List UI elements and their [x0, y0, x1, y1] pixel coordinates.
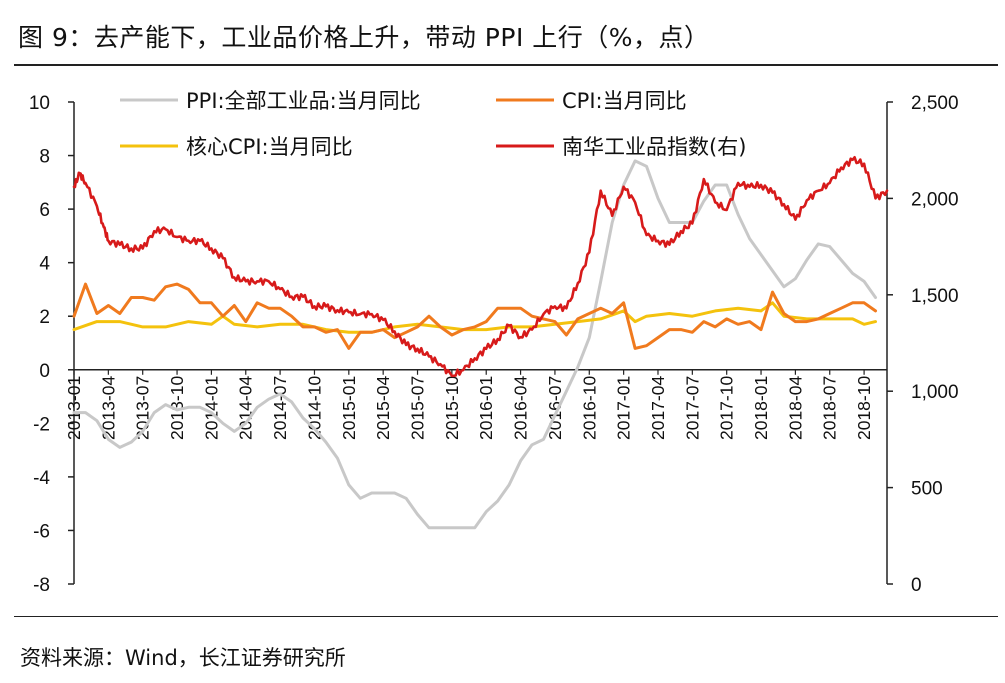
x-tick-label: 2013-04 [98, 376, 118, 440]
y-right-tick-label: 2,000 [911, 189, 959, 210]
legend-label-nanhua: 南华工业品指数(右) [562, 135, 746, 159]
x-tick-label: 2016-01 [476, 376, 496, 440]
series-layer [72, 156, 889, 530]
legend-label-cpi: CPI:当月同比 [562, 89, 687, 113]
x-tick-label: 2017-04 [648, 376, 668, 440]
y-left-tick-label: -6 [33, 521, 50, 542]
x-tick-label: 2015-01 [339, 376, 359, 440]
y-left-tick-label: -8 [33, 575, 50, 596]
x-tick-label: 2015-10 [442, 376, 462, 440]
series-cpi-line [72, 282, 877, 350]
y-right-tick-label: 1,500 [911, 286, 959, 307]
y-axis-right-labels: 2,500 2,000 1,500 1,000 500 0 [911, 93, 959, 596]
x-tick-label: 2014-01 [201, 376, 221, 440]
y-axis-left-labels: 10 8 6 4 2 0 -2 -4 -6 -8 [29, 93, 51, 596]
legend-label-ppi: PPI:全部工业品:当月同比 [186, 89, 421, 113]
legend-label-core-cpi: 核心CPI:当月同比 [186, 135, 353, 159]
x-tick-label: 2014-07 [270, 376, 290, 440]
axes [68, 101, 893, 585]
legend: PPI:全部工业品:当月同比 CPI:当月同比 核心CPI:当月同比 南华工业品… [120, 89, 746, 159]
series-ppi-line [72, 159, 877, 530]
x-tick-label: 2018-04 [785, 376, 805, 440]
x-tick-label: 2018-07 [820, 376, 840, 440]
x-tick-label: 2017-01 [614, 376, 634, 440]
bottom-rule [14, 616, 998, 617]
x-tick-label: 2017-07 [682, 376, 702, 440]
x-tick-label: 2015-07 [408, 376, 428, 440]
y-left-tick-label: 2 [39, 307, 50, 328]
x-tick-label: 2013-10 [167, 376, 187, 440]
x-tick-label: 2016-10 [579, 376, 599, 440]
y-left-tick-label: 4 [39, 254, 50, 275]
y-left-tick-label: -4 [33, 468, 50, 489]
x-tick-label: 2015-04 [373, 376, 393, 440]
y-left-tick-label: 0 [39, 361, 50, 382]
y-right-tick-label: 1,000 [911, 382, 959, 403]
x-tick-label: 2013-01 [64, 376, 84, 440]
x-tick-label: 2018-01 [751, 376, 771, 440]
y-right-tick-label: 2,500 [911, 93, 959, 114]
y-left-tick-label: 6 [39, 200, 50, 221]
source-note: 资料来源：Wind，长江证券研究所 [20, 646, 346, 670]
y-left-tick-label: 8 [39, 147, 50, 168]
y-left-tick-label: 10 [29, 93, 50, 114]
x-tick-label: 2014-04 [236, 376, 256, 440]
x-tick-label: 2016-04 [511, 376, 531, 440]
x-tick-label: 2017-10 [717, 376, 737, 440]
y-left-tick-label: -2 [33, 414, 50, 435]
title-rule [14, 64, 998, 66]
y-right-tick-label: 500 [911, 479, 943, 500]
x-axis-labels: 2013-01 2013-04 2013-07 2013-10 2014-01 2014-… [64, 376, 874, 440]
y-right-tick-label: 0 [911, 575, 922, 596]
series-nanhua-line [72, 156, 889, 378]
x-tick-label: 2018-10 [854, 376, 874, 440]
figure-title: 图 9：去产能下，工业品价格上升，带动 PPI 上行（%，点） [18, 23, 710, 52]
